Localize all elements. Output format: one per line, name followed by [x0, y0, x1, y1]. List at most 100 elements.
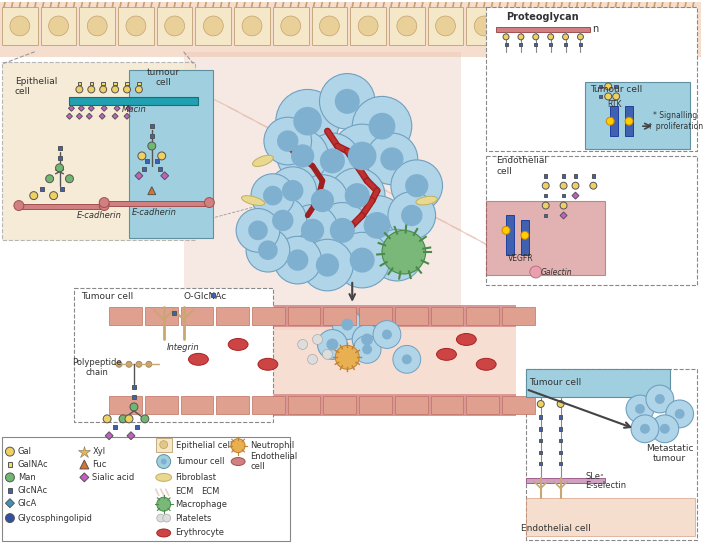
Bar — [562, 194, 566, 197]
Circle shape — [46, 175, 54, 183]
Bar — [467, 7, 502, 45]
Bar — [0, 2, 701, 57]
Polygon shape — [78, 106, 84, 111]
Bar — [145, 396, 177, 414]
Bar — [585, 82, 689, 149]
Polygon shape — [69, 106, 74, 111]
Bar — [132, 395, 136, 399]
Circle shape — [358, 16, 378, 36]
Bar — [216, 307, 249, 324]
Text: Epithelial cell: Epithelial cell — [175, 441, 232, 450]
Ellipse shape — [457, 334, 477, 346]
Circle shape — [312, 335, 322, 345]
Bar — [69, 97, 199, 106]
Bar — [150, 124, 154, 128]
Circle shape — [125, 415, 133, 423]
Circle shape — [99, 201, 109, 211]
Bar — [172, 311, 175, 315]
Ellipse shape — [189, 353, 209, 365]
Bar — [506, 300, 696, 538]
Polygon shape — [80, 473, 89, 482]
Bar — [158, 167, 162, 171]
Text: Fibroblast: Fibroblast — [175, 473, 216, 482]
Circle shape — [287, 205, 339, 256]
Bar — [506, 216, 514, 255]
Bar — [486, 201, 605, 275]
Circle shape — [320, 148, 345, 173]
Circle shape — [322, 350, 332, 359]
Circle shape — [578, 34, 583, 40]
Circle shape — [667, 16, 688, 36]
Circle shape — [103, 415, 111, 423]
Ellipse shape — [252, 155, 274, 166]
Text: ECM: ECM — [175, 487, 194, 496]
Bar — [559, 462, 562, 465]
Bar — [180, 396, 214, 414]
Circle shape — [655, 394, 665, 404]
Bar — [625, 106, 633, 136]
Circle shape — [258, 240, 278, 260]
Circle shape — [405, 174, 428, 197]
Bar — [101, 82, 105, 85]
Circle shape — [291, 144, 314, 167]
Circle shape — [388, 191, 436, 239]
Text: tumour
cell: tumour cell — [147, 68, 180, 87]
Circle shape — [560, 202, 567, 209]
Bar — [431, 396, 463, 414]
Bar — [564, 43, 567, 46]
Polygon shape — [101, 106, 107, 111]
Bar — [107, 201, 206, 206]
Text: O-GlcNAc: O-GlcNAc — [184, 292, 227, 301]
Text: Tumour cell: Tumour cell — [175, 457, 224, 466]
Polygon shape — [148, 187, 156, 195]
Bar — [544, 174, 547, 178]
Circle shape — [590, 182, 597, 189]
Circle shape — [548, 34, 554, 40]
Bar — [539, 462, 542, 465]
Circle shape — [604, 83, 612, 90]
Circle shape — [393, 346, 421, 373]
Bar — [486, 7, 696, 151]
Circle shape — [14, 201, 24, 211]
Circle shape — [308, 354, 317, 364]
Bar — [505, 43, 508, 46]
Circle shape — [124, 86, 131, 93]
Circle shape — [329, 168, 385, 223]
Circle shape — [674, 409, 684, 419]
Text: VEGFR: VEGFR — [508, 254, 534, 263]
Bar — [2, 7, 37, 45]
Bar — [150, 134, 154, 138]
Bar — [132, 385, 136, 389]
Bar — [137, 82, 141, 85]
Circle shape — [391, 160, 443, 212]
Circle shape — [141, 415, 149, 423]
Circle shape — [317, 329, 347, 359]
Circle shape — [332, 310, 362, 340]
Bar — [125, 82, 129, 85]
Circle shape — [666, 400, 694, 428]
Text: Metastatic
tumour: Metastatic tumour — [646, 444, 694, 463]
Circle shape — [136, 362, 142, 367]
Text: Neutrophil: Neutrophil — [250, 441, 294, 450]
Bar — [113, 425, 117, 429]
Bar — [41, 7, 76, 45]
Circle shape — [298, 340, 308, 350]
Bar — [583, 7, 618, 45]
Text: Integrin: Integrin — [168, 343, 200, 352]
Bar — [539, 451, 542, 455]
Bar — [467, 396, 499, 414]
Circle shape — [204, 16, 223, 36]
Circle shape — [362, 345, 372, 354]
Text: E-cadherin: E-cadherin — [132, 208, 176, 217]
Bar — [40, 187, 44, 191]
Text: E-selectin: E-selectin — [585, 481, 626, 490]
Bar — [428, 7, 463, 45]
Bar — [520, 43, 522, 46]
Circle shape — [474, 16, 494, 36]
Text: Man: Man — [18, 473, 35, 482]
Circle shape — [136, 86, 142, 93]
Text: Gal: Gal — [18, 447, 32, 456]
Circle shape — [635, 404, 645, 414]
Bar — [216, 396, 249, 414]
Bar — [155, 159, 159, 163]
